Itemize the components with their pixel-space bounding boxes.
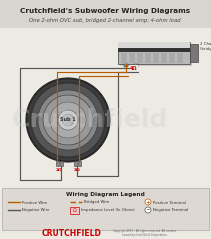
FancyBboxPatch shape bbox=[120, 44, 192, 66]
Circle shape bbox=[50, 102, 86, 138]
Text: CRUTCHFIELD: CRUTCHFIELD bbox=[42, 228, 102, 238]
FancyBboxPatch shape bbox=[170, 53, 175, 63]
Text: Crutchfield: Crutchfield bbox=[12, 108, 168, 132]
Circle shape bbox=[43, 95, 93, 145]
Circle shape bbox=[26, 78, 110, 162]
Circle shape bbox=[145, 207, 151, 213]
Text: Sub 1: Sub 1 bbox=[60, 116, 76, 121]
Text: 2Ω: 2Ω bbox=[74, 168, 80, 172]
FancyBboxPatch shape bbox=[122, 53, 127, 63]
FancyBboxPatch shape bbox=[60, 161, 62, 166]
FancyBboxPatch shape bbox=[146, 53, 151, 63]
FancyBboxPatch shape bbox=[130, 53, 135, 63]
FancyBboxPatch shape bbox=[134, 64, 138, 67]
Text: Impedance Level (In Ohms): Impedance Level (In Ohms) bbox=[81, 208, 135, 212]
FancyBboxPatch shape bbox=[178, 53, 183, 63]
Circle shape bbox=[31, 83, 105, 157]
Circle shape bbox=[58, 110, 78, 130]
Text: Negative Terminal: Negative Terminal bbox=[153, 208, 188, 212]
Text: Bridged Wire: Bridged Wire bbox=[84, 201, 109, 205]
FancyBboxPatch shape bbox=[70, 207, 79, 214]
FancyBboxPatch shape bbox=[73, 161, 77, 166]
FancyBboxPatch shape bbox=[162, 53, 167, 63]
Circle shape bbox=[62, 114, 74, 126]
Circle shape bbox=[28, 80, 108, 160]
Text: Wiring Diagram Legend: Wiring Diagram Legend bbox=[66, 192, 145, 197]
Circle shape bbox=[38, 90, 98, 150]
Text: +: + bbox=[146, 200, 150, 205]
FancyBboxPatch shape bbox=[154, 53, 159, 63]
Text: 4Ω: 4Ω bbox=[130, 65, 138, 71]
FancyBboxPatch shape bbox=[118, 42, 190, 48]
Text: Positive Terminal: Positive Terminal bbox=[153, 201, 186, 205]
FancyBboxPatch shape bbox=[55, 161, 58, 166]
Text: One 2-ohm DVC sub, bridged 2-channel amp; 4-ohm load: One 2-ohm DVC sub, bridged 2-channel amp… bbox=[29, 18, 181, 23]
FancyBboxPatch shape bbox=[118, 42, 190, 64]
FancyBboxPatch shape bbox=[124, 64, 128, 67]
FancyBboxPatch shape bbox=[118, 48, 190, 52]
FancyBboxPatch shape bbox=[2, 188, 209, 230]
Text: Crutchfield's Subwoofer Wiring Diagrams: Crutchfield's Subwoofer Wiring Diagrams bbox=[20, 8, 190, 14]
FancyBboxPatch shape bbox=[0, 0, 211, 28]
Text: 2Ω: 2Ω bbox=[56, 168, 62, 172]
FancyBboxPatch shape bbox=[190, 44, 198, 62]
Text: Positive Wire: Positive Wire bbox=[22, 201, 47, 205]
Text: Ω: Ω bbox=[73, 208, 76, 213]
Text: -: - bbox=[147, 207, 149, 213]
FancyBboxPatch shape bbox=[77, 161, 81, 166]
Text: Negative Wire: Negative Wire bbox=[22, 208, 49, 212]
Circle shape bbox=[145, 199, 151, 205]
Text: Copyright 2017 - All rights reserved. All content
owned by Crutchfield Corporati: Copyright 2017 - All rights reserved. Al… bbox=[114, 229, 177, 237]
Text: 2 Channel Amp
(bridged mode): 2 Channel Amp (bridged mode) bbox=[200, 42, 211, 51]
FancyBboxPatch shape bbox=[138, 53, 143, 63]
